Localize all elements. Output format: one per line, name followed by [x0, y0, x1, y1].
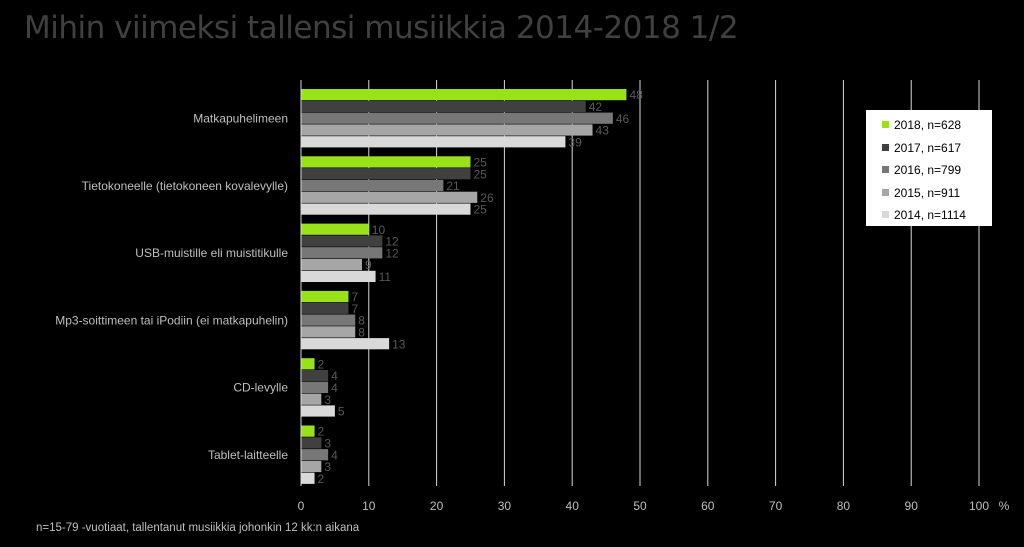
legend-label: 2014, n=1114 — [894, 208, 966, 222]
bar — [301, 156, 471, 168]
bar — [301, 437, 322, 449]
bar — [301, 370, 329, 382]
legend-swatch — [882, 211, 889, 219]
data-label: 46 — [616, 112, 630, 126]
bar — [301, 179, 444, 192]
bar — [301, 168, 471, 180]
labels: 0 10 20 30 40 50 60 70 80 90 100 %4842464339Matkapu… — [55, 88, 1009, 513]
legend-label: 2018, n=628 — [894, 118, 962, 132]
legend-item: 2017, n=617 — [882, 137, 992, 160]
data-label: 39 — [568, 135, 582, 149]
data-label: 48 — [629, 88, 643, 102]
data-label: 13 — [392, 337, 406, 351]
bar — [301, 425, 315, 437]
x-tick-label: 60 — [701, 499, 715, 513]
data-label: 3 — [324, 393, 331, 407]
x-axis-unit: % — [999, 499, 1010, 513]
bar — [301, 247, 383, 259]
bar — [301, 100, 586, 112]
data-label: 8 — [358, 326, 365, 340]
bar — [301, 326, 356, 338]
footnote: n=15-79 -vuotiaat, tallentanut musiikkia… — [36, 522, 360, 534]
data-label: 9 — [365, 258, 372, 272]
data-label: 4 — [331, 381, 338, 395]
bar — [301, 472, 315, 484]
data-label: 43 — [596, 124, 610, 138]
bar — [301, 203, 471, 215]
bar — [301, 314, 356, 326]
data-label: 7 — [351, 290, 358, 304]
data-label: 3 — [324, 437, 331, 451]
legend-swatch — [882, 188, 889, 196]
legend-item: 2016, n=799 — [882, 159, 992, 182]
data-label: 12 — [385, 235, 399, 249]
data-label: 2 — [318, 425, 325, 439]
x-tick-label: 0 — [298, 499, 305, 513]
x-tick-label: 90 — [905, 499, 919, 513]
x-tick-label: 30 — [498, 499, 512, 513]
bar — [301, 449, 329, 461]
legend-swatch — [882, 166, 889, 174]
data-label: 21 — [446, 179, 460, 193]
legend-item: 2014, n=1114 — [882, 204, 992, 227]
category-label: Mp3-soittimeen tai iPodiin (ei matkapuhe… — [55, 313, 288, 327]
data-label: 2 — [318, 357, 325, 371]
legend-item: 2015, n=911 — [882, 182, 992, 205]
data-label: 25 — [474, 203, 488, 217]
data-label: 3 — [324, 460, 331, 474]
data-label: 11 — [379, 270, 392, 284]
x-tick-label: 80 — [837, 499, 851, 513]
bar — [301, 191, 478, 203]
bar — [301, 270, 376, 282]
data-label: 12 — [385, 246, 399, 260]
data-label: 8 — [358, 314, 365, 328]
bar — [301, 223, 369, 235]
legend: 2018, n=628 2017, n=617 2016, n=799 2015, n… — [866, 110, 992, 226]
data-label: 25 — [474, 156, 488, 170]
data-label: 4 — [331, 448, 338, 462]
data-label: 4 — [331, 369, 338, 383]
chart-title: Mihin viimeksi tallensi musiikkia 2014-2… — [24, 10, 739, 46]
bars — [301, 89, 627, 484]
bar — [301, 136, 566, 148]
category-label: CD-levylle — [233, 381, 288, 395]
legend-label: 2016, n=799 — [894, 163, 962, 177]
bar — [301, 302, 349, 314]
x-tick-label: 20 — [430, 499, 444, 513]
data-label: 26 — [480, 191, 494, 205]
data-label: 2 — [318, 472, 325, 486]
bar — [301, 290, 349, 303]
bar — [301, 358, 315, 370]
category-label: USB-muistille eli muistitikulle — [135, 246, 288, 260]
legend-label: 2015, n=911 — [894, 185, 961, 200]
data-label: 7 — [351, 302, 358, 316]
x-tick-label: 10 — [362, 499, 376, 513]
bar — [301, 338, 390, 350]
data-label: 10 — [372, 223, 386, 237]
bar — [301, 460, 322, 473]
data-label: 5 — [338, 405, 345, 419]
x-tick-label: 40 — [566, 499, 580, 513]
bar — [301, 381, 329, 393]
bar — [301, 124, 593, 136]
category-label: Tablet-laitteelle — [208, 448, 288, 462]
category-label: Matkapuhelimeen — [193, 112, 288, 126]
bar — [301, 89, 627, 101]
x-tick-label: 50 — [633, 499, 647, 513]
bar — [301, 405, 335, 417]
x-tick-label: 70 — [769, 499, 783, 513]
data-label: 42 — [589, 100, 603, 114]
legend-item: 2018, n=628 — [882, 114, 992, 137]
bar — [301, 235, 383, 247]
bar — [301, 393, 322, 405]
legend-label: 2017, n=617 — [894, 140, 962, 155]
category-label: Tietokoneelle (tietokoneen kovalevylle) — [82, 179, 288, 193]
legend-swatch — [882, 121, 889, 129]
x-tick-label: 100 — [969, 499, 989, 513]
legend-swatch — [882, 143, 889, 151]
bar — [301, 259, 363, 271]
data-label: 25 — [474, 167, 488, 181]
bar — [301, 112, 613, 124]
